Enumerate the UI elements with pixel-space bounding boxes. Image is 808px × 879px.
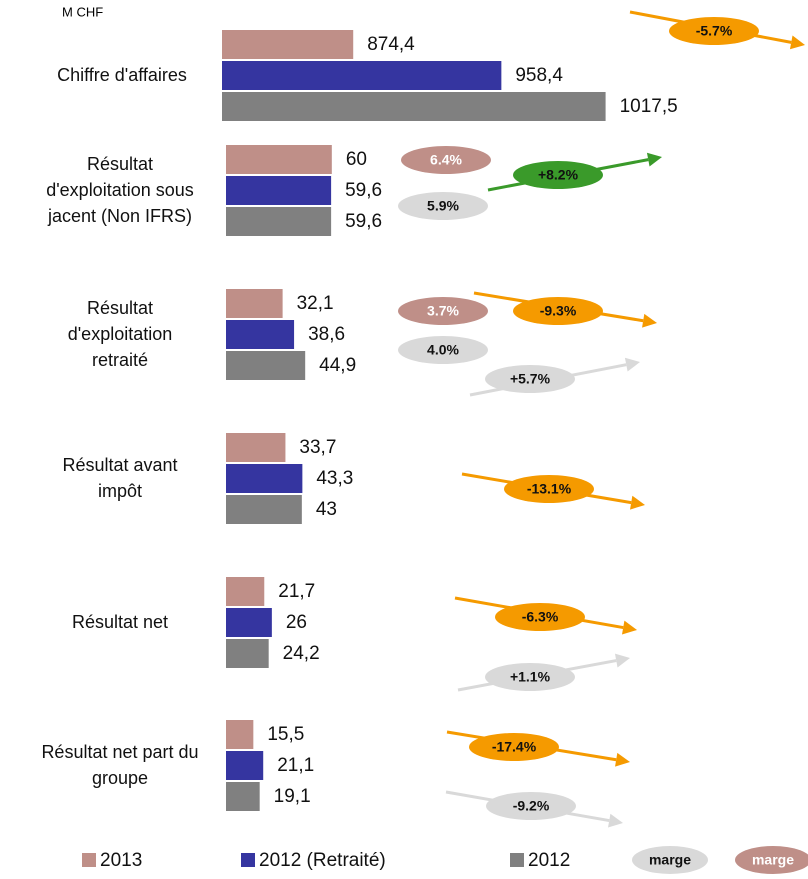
arrow-head <box>789 35 805 50</box>
arrow-head <box>615 752 630 767</box>
annotation-text: +5.7% <box>510 371 551 387</box>
value-label: 32,1 <box>297 293 334 314</box>
legend-label: 2012 <box>528 850 570 871</box>
category-label: Résultat net <box>71 612 169 632</box>
legend-swatch <box>510 853 524 867</box>
bar <box>222 61 502 90</box>
arrow-head <box>614 653 630 668</box>
bar <box>226 289 283 318</box>
annotation-badge <box>513 161 603 189</box>
bar <box>226 751 264 780</box>
legend-badge <box>632 846 708 874</box>
value-label: 59,6 <box>345 211 382 232</box>
bar <box>226 320 295 349</box>
bar <box>226 782 260 811</box>
arrow-head <box>646 152 662 167</box>
value-label: 33,7 <box>299 437 336 458</box>
value-label: 38,6 <box>308 324 345 345</box>
annotation-badge <box>401 146 491 174</box>
annotation-badge <box>469 733 559 761</box>
annotation-text: +1.1% <box>510 669 551 685</box>
annotation-badge <box>495 603 585 631</box>
annotation-text: -6.3% <box>522 609 559 625</box>
bar <box>222 92 606 121</box>
bar <box>226 207 332 236</box>
legend-label: 2012 (Retraité) <box>259 850 386 871</box>
legend-badge <box>735 846 808 874</box>
bar <box>226 608 272 637</box>
value-label: 21,1 <box>277 755 314 776</box>
value-label: 43 <box>316 499 337 520</box>
legend-label: marge <box>752 852 794 868</box>
value-label: 21,7 <box>278 581 315 602</box>
value-label: 24,2 <box>283 643 320 664</box>
annotation-badge <box>485 663 575 691</box>
annotation-text: 3.7% <box>427 303 459 319</box>
arrow-head <box>630 495 645 510</box>
legend-swatch <box>82 853 96 867</box>
bar <box>226 495 302 524</box>
arrow-head <box>608 813 623 828</box>
bar <box>222 30 354 59</box>
annotation-badge <box>398 297 488 325</box>
bar <box>226 577 265 606</box>
annotation-badge <box>486 792 576 820</box>
bar <box>226 639 269 668</box>
bar <box>226 176 332 205</box>
annotation-text: -5.7% <box>696 23 733 39</box>
unit-label: M CHF <box>62 4 103 19</box>
annotation-text: 6.4% <box>430 152 462 168</box>
annotation-text: -9.3% <box>540 303 577 319</box>
annotation-badge <box>513 297 603 325</box>
value-label: 874,4 <box>367 34 415 55</box>
annotation-text: 4.0% <box>427 342 459 358</box>
annotation-badge <box>485 365 575 393</box>
annotation-text: -13.1% <box>527 481 572 497</box>
category-label: Résultat d'exploitation retraité <box>67 298 173 370</box>
value-label: 26 <box>286 612 307 633</box>
category-label: Résultat d'exploitation sous jacent (Non… <box>46 154 194 226</box>
legend-swatch <box>241 853 255 867</box>
arrow-head <box>624 357 640 372</box>
bar <box>226 145 332 174</box>
bar <box>226 464 303 493</box>
arrow-head <box>642 313 657 328</box>
category-label: Résultat net part du groupe <box>41 742 199 788</box>
category-label: Chiffre d'affaires <box>57 65 187 85</box>
annotation-badge <box>504 475 594 503</box>
annotation-text: 5.9% <box>427 198 459 214</box>
annotation-badge <box>398 192 488 220</box>
annotation-text: +8.2% <box>538 167 579 183</box>
legend-label: 2013 <box>100 850 142 871</box>
arrow-head <box>621 620 637 635</box>
value-label: 15,5 <box>267 724 304 745</box>
bar <box>226 433 286 462</box>
value-label: 1017,5 <box>620 96 678 117</box>
annotation-text: -17.4% <box>492 739 537 755</box>
legend-label: marge <box>649 852 691 868</box>
value-label: 19,1 <box>274 786 311 807</box>
category-label: Résultat avant impôt <box>62 455 178 501</box>
annotation-badge <box>669 17 759 45</box>
annotation-text: -9.2% <box>513 798 550 814</box>
value-label: 44,9 <box>319 355 356 376</box>
value-label: 59,6 <box>345 180 382 201</box>
value-label: 60 <box>346 149 367 170</box>
bar <box>226 351 306 380</box>
bar <box>226 720 254 749</box>
value-label: 958,4 <box>515 65 563 86</box>
value-label: 43,3 <box>316 468 353 489</box>
annotation-badge <box>398 336 488 364</box>
